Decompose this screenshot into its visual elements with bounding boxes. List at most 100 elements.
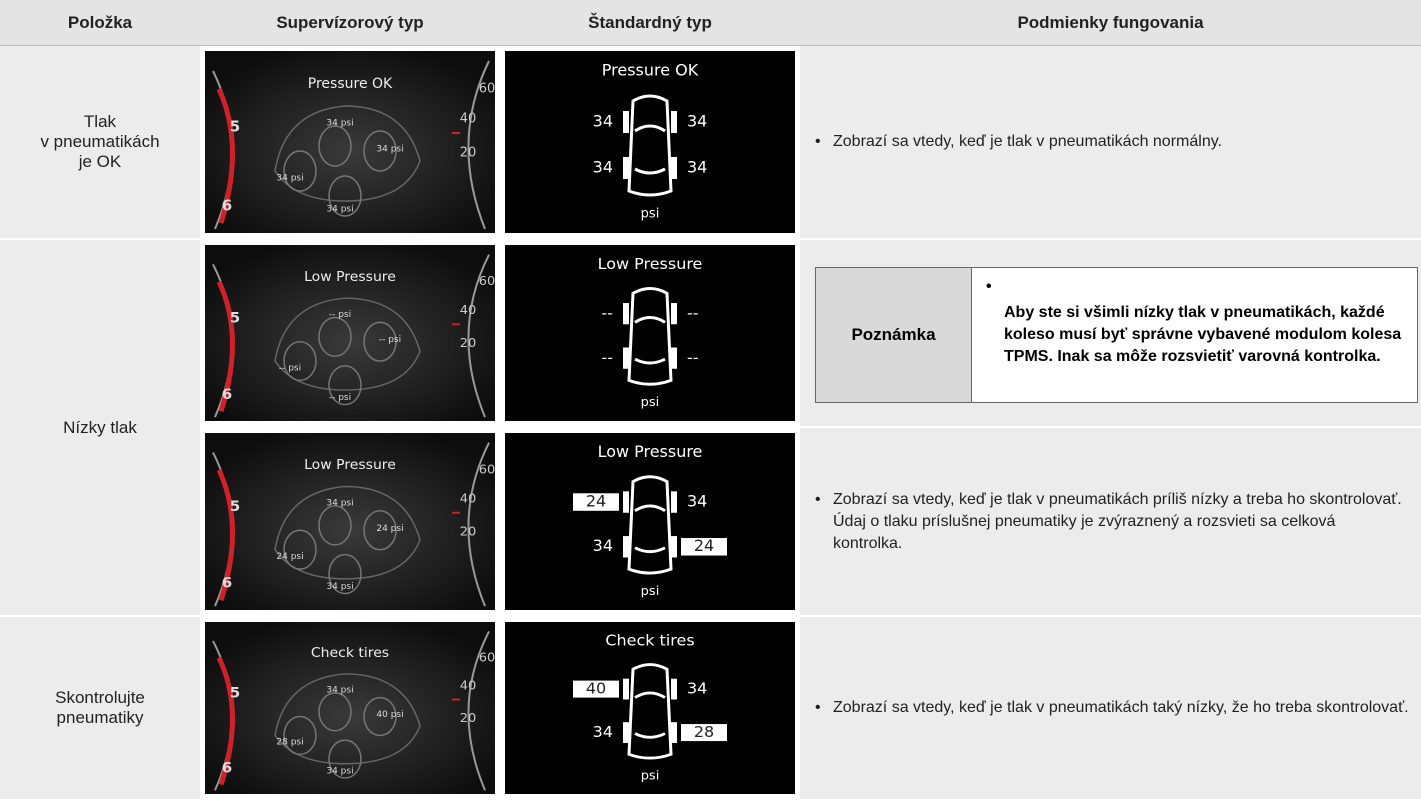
wheel [671, 678, 677, 700]
standard-display: Low Pressure -- -- -- -- psi [505, 245, 795, 421]
wheel [363, 696, 397, 737]
gauge-label: 6 [222, 575, 232, 592]
gauge-label: 60 [479, 274, 495, 289]
tire-pressure: 34 [687, 680, 707, 697]
tire-pressure: 34 [593, 112, 613, 131]
tire-pressure: 24 psi [376, 524, 403, 534]
tire-pressure: -- psi [379, 335, 401, 345]
wheel [671, 157, 677, 179]
right-gauge [467, 60, 490, 230]
image-cell: Low Pressure 24 34 34 24 psi [500, 428, 800, 617]
gauge-label: 5 [230, 118, 240, 136]
car-sketch [274, 297, 421, 406]
unit: psi [641, 207, 660, 222]
red-arc [216, 468, 235, 601]
tire-pressure: 34 [687, 492, 707, 511]
gauge-label: 60 [479, 82, 495, 97]
wheel [363, 510, 397, 551]
car-body [627, 663, 673, 760]
gauge-label: 5 [230, 310, 240, 327]
car-sketch [274, 105, 421, 217]
tire-pressure: 40 psi [376, 710, 403, 720]
display-title: Low Pressure [598, 442, 703, 461]
condition-text: Zobrazí sa vtedy, keď je tlak v pneumati… [815, 697, 1409, 719]
gauge-label: 6 [222, 760, 232, 777]
tire-pressure: 24 psi [276, 552, 303, 562]
header-cell: Podmienky fungovania [800, 0, 1421, 46]
gauge-label: 20 [460, 525, 477, 540]
standard-display: Pressure OK 34 34 34 34 psi [505, 51, 795, 233]
wheel [623, 157, 629, 179]
background [505, 245, 795, 421]
tire-pressure: 24 [586, 492, 606, 511]
car-body [274, 485, 421, 580]
tire-pressure: 28 psi [276, 738, 303, 748]
display-title: Low Pressure [304, 269, 396, 285]
tire-pressure: 34 psi [326, 767, 353, 777]
tire-pressure: 34 psi [326, 499, 353, 509]
gauge-label: 40 [460, 303, 477, 318]
condition-cell: Zobrazí sa vtedy, keď je tlak v pneumati… [800, 617, 1421, 801]
wheel [318, 316, 352, 357]
condition-cell: Zobrazí sa vtedy, keď je tlak v pneumati… [800, 428, 1421, 617]
windshield [634, 504, 666, 554]
item-label: Tlak v pneumatikách je OK [0, 46, 200, 240]
right-gauge [467, 442, 490, 607]
gauge-label: 60 [479, 463, 495, 478]
windshield [634, 691, 666, 739]
car-body [274, 297, 421, 391]
car-top-view [627, 287, 673, 386]
header-cell: Položka [0, 0, 200, 46]
condition-text: Zobrazí sa vtedy, keď je tlak v pneumati… [815, 131, 1222, 153]
wheel [283, 150, 317, 192]
wheel [363, 321, 397, 362]
wheel [318, 692, 352, 732]
wheel [328, 175, 362, 217]
highlight [573, 493, 619, 511]
header-cell: Štandardný typ [500, 0, 800, 46]
car-body [274, 673, 421, 765]
red-arc [216, 87, 235, 224]
tire-pressure: 34 psi [326, 119, 353, 129]
tire-pressure: 34 [687, 112, 707, 131]
background [505, 622, 795, 794]
note-label: Poznámka [816, 268, 972, 402]
standard-display: Low Pressure 24 34 34 24 psi [505, 433, 795, 610]
wheel [328, 553, 362, 595]
wheel [671, 111, 677, 133]
right-gauge [467, 254, 490, 418]
wheel [671, 303, 677, 325]
right-gauge [467, 631, 490, 791]
windshield [634, 124, 666, 175]
tire-pressure: 34 psi [326, 582, 353, 592]
tire-pressure: 40 [586, 680, 606, 697]
gauge-label: 5 [230, 498, 240, 515]
tire-pressure: 34 [593, 536, 613, 555]
highlight [681, 724, 727, 742]
tire-pressure: -- psi [279, 363, 301, 373]
tire-pressure: 34 psi [276, 174, 303, 184]
wheel [623, 678, 629, 700]
tire-pressure: 24 [694, 536, 714, 555]
car-top-view [627, 663, 673, 760]
wheel [671, 536, 677, 558]
condition-cell: Zobrazí sa vtedy, keď je tlak v pneumati… [800, 46, 1421, 240]
gauge-label: 6 [222, 197, 232, 215]
display-title: Low Pressure [598, 254, 703, 273]
wheel [283, 340, 317, 382]
gauge-label: 20 [460, 336, 477, 351]
unit: psi [641, 584, 660, 599]
image-cell: Check tires 40 34 34 28 psi [500, 617, 800, 801]
gauge-label: 40 [460, 112, 477, 127]
gauge-label: 5 [230, 685, 240, 702]
wheel [318, 505, 352, 546]
wheel [671, 722, 677, 743]
gauge-label: 40 [460, 492, 477, 507]
unit: psi [641, 395, 660, 410]
item-label: Skontrolujte pneumatiky [0, 617, 200, 801]
tire-pressure: 28 [694, 723, 714, 740]
highlight [681, 538, 727, 556]
